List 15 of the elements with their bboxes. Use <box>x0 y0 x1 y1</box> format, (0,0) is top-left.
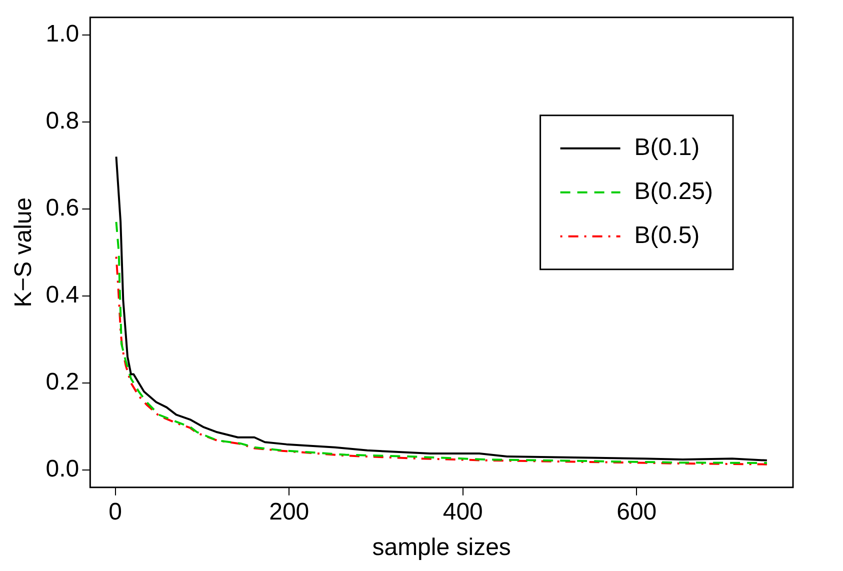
x-tick-label: 600 <box>616 498 657 526</box>
y-tick-label: 0.4 <box>46 282 80 309</box>
legend-label: B(0.1) <box>634 134 700 162</box>
x-axis-title: sample sizes <box>372 534 511 562</box>
y-tick-label: 0.6 <box>46 194 80 222</box>
y-tick-label: 0.2 <box>46 368 80 396</box>
legend-label: B(0.5) <box>634 222 700 250</box>
y-tick-label: 0.8 <box>46 107 80 134</box>
x-tick-label: 0 <box>108 498 122 526</box>
y-axis-title: K−S value <box>10 197 38 308</box>
y-tick-label: 1.0 <box>46 20 80 48</box>
x-tick-label: 200 <box>269 498 310 526</box>
legend-label: B(0.25) <box>634 178 713 206</box>
y-tick-label: 0.0 <box>46 456 80 483</box>
x-tick-label: 400 <box>442 498 483 526</box>
